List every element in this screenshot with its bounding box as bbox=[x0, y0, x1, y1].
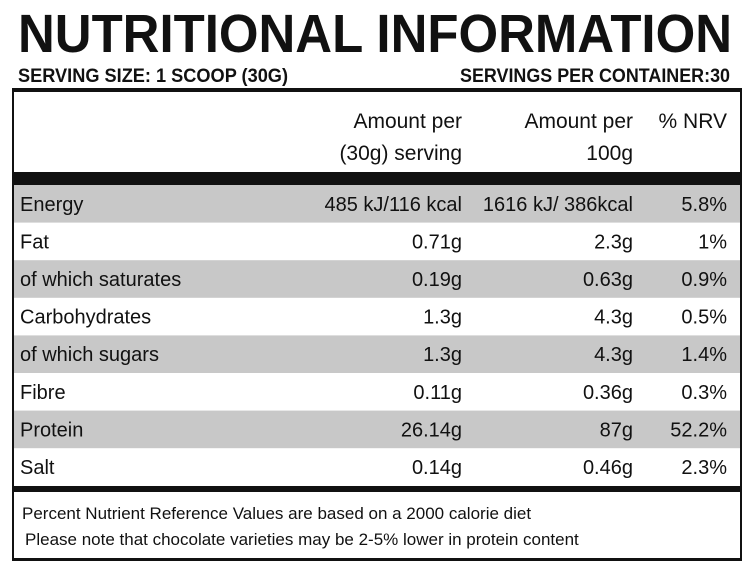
servings-per-container: SERVINGS PER CONTAINER:30 bbox=[460, 66, 730, 87]
nutrient-name: Energy bbox=[20, 194, 83, 216]
nutrient-value: 0.63g bbox=[583, 269, 633, 291]
nutrient-name: of which sugars bbox=[20, 344, 159, 366]
border bbox=[740, 88, 742, 560]
nutrient-value: 0.5% bbox=[681, 307, 727, 329]
nutrient-value: 0.14g bbox=[412, 457, 462, 479]
serving-size: SERVING SIZE: 1 SCOOP (30G) bbox=[18, 66, 288, 87]
border bbox=[12, 88, 14, 560]
footer-note: Please note that chocolate varieties may… bbox=[25, 530, 579, 549]
nutrient-name: Carbohydrates bbox=[20, 307, 151, 329]
nutrient-value: 0.11g bbox=[413, 382, 462, 404]
nutrient-value: 0.36g bbox=[583, 382, 633, 404]
column-header: Amount per bbox=[524, 110, 633, 133]
rule bbox=[12, 88, 742, 92]
row-shade bbox=[14, 260, 740, 298]
row-shade bbox=[14, 335, 740, 373]
border bbox=[12, 558, 742, 561]
rule bbox=[12, 172, 742, 185]
nutrient-value: 0.9% bbox=[681, 269, 727, 291]
nutrient-value: 485 kJ/116 kcal bbox=[325, 194, 463, 216]
nutrient-value: 5.8% bbox=[681, 194, 727, 216]
column-header: (30g) serving bbox=[339, 142, 462, 165]
column-header: 100g bbox=[586, 142, 633, 165]
row-shade bbox=[14, 410, 740, 449]
nutrient-value: 2.3g bbox=[594, 231, 633, 253]
nutrient-name: Fibre bbox=[20, 382, 66, 404]
nutrient-value: 1.3g bbox=[423, 344, 462, 366]
nutrient-name: Salt bbox=[20, 457, 55, 479]
nutrient-value: 26.14g bbox=[401, 419, 462, 441]
nutrient-value: 1.4% bbox=[681, 344, 727, 366]
footer-note: Percent Nutrient Reference Values are ba… bbox=[22, 504, 531, 523]
nutrient-name: Fat bbox=[20, 231, 49, 253]
row-shade bbox=[14, 185, 740, 223]
nutrient-value: 52.2% bbox=[670, 419, 727, 441]
nutrient-value: 2.3% bbox=[681, 457, 727, 479]
nutrient-value: 87g bbox=[600, 419, 633, 441]
nutrient-value: 4.3g bbox=[594, 344, 633, 366]
nutrient-value: 0.3% bbox=[681, 382, 727, 404]
title: NUTRITIONAL INFORMATION bbox=[18, 4, 732, 64]
nutrient-value: 4.3g bbox=[594, 307, 633, 329]
nutrient-value: 0.46g bbox=[583, 457, 633, 479]
nutrient-value: 1616 kJ/ 386kcal bbox=[483, 194, 633, 216]
nutrient-name: Protein bbox=[20, 419, 83, 441]
rule bbox=[12, 486, 742, 492]
nutrient-value: 1% bbox=[698, 231, 727, 253]
column-header: % NRV bbox=[659, 110, 727, 133]
nutrient-name: of which saturates bbox=[20, 269, 181, 291]
nutrient-value: 0.71g bbox=[412, 231, 462, 253]
column-header: Amount per bbox=[353, 110, 462, 133]
nutrient-value: 1.3g bbox=[423, 307, 462, 329]
nutrient-value: 0.19g bbox=[412, 269, 462, 291]
